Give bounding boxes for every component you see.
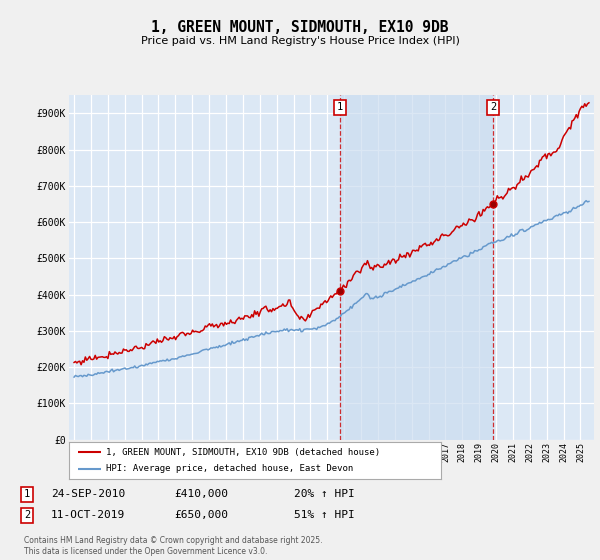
Text: 51% ↑ HPI: 51% ↑ HPI (294, 510, 355, 520)
Text: 20% ↑ HPI: 20% ↑ HPI (294, 489, 355, 500)
Text: Contains HM Land Registry data © Crown copyright and database right 2025.
This d: Contains HM Land Registry data © Crown c… (24, 536, 323, 556)
Text: £410,000: £410,000 (174, 489, 228, 500)
Text: £650,000: £650,000 (174, 510, 228, 520)
Text: 1: 1 (24, 489, 30, 500)
Text: 1: 1 (337, 102, 343, 113)
Text: 11-OCT-2019: 11-OCT-2019 (51, 510, 125, 520)
Text: 2: 2 (490, 102, 496, 113)
Text: 2: 2 (24, 510, 30, 520)
Text: 1, GREEN MOUNT, SIDMOUTH, EX10 9DB (detached house): 1, GREEN MOUNT, SIDMOUTH, EX10 9DB (deta… (106, 448, 380, 457)
Text: HPI: Average price, detached house, East Devon: HPI: Average price, detached house, East… (106, 464, 353, 473)
Bar (340, 95, 493, 440)
Text: Price paid vs. HM Land Registry's House Price Index (HPI): Price paid vs. HM Land Registry's House … (140, 36, 460, 46)
Text: 24-SEP-2010: 24-SEP-2010 (51, 489, 125, 500)
Text: 1, GREEN MOUNT, SIDMOUTH, EX10 9DB: 1, GREEN MOUNT, SIDMOUTH, EX10 9DB (151, 20, 449, 35)
